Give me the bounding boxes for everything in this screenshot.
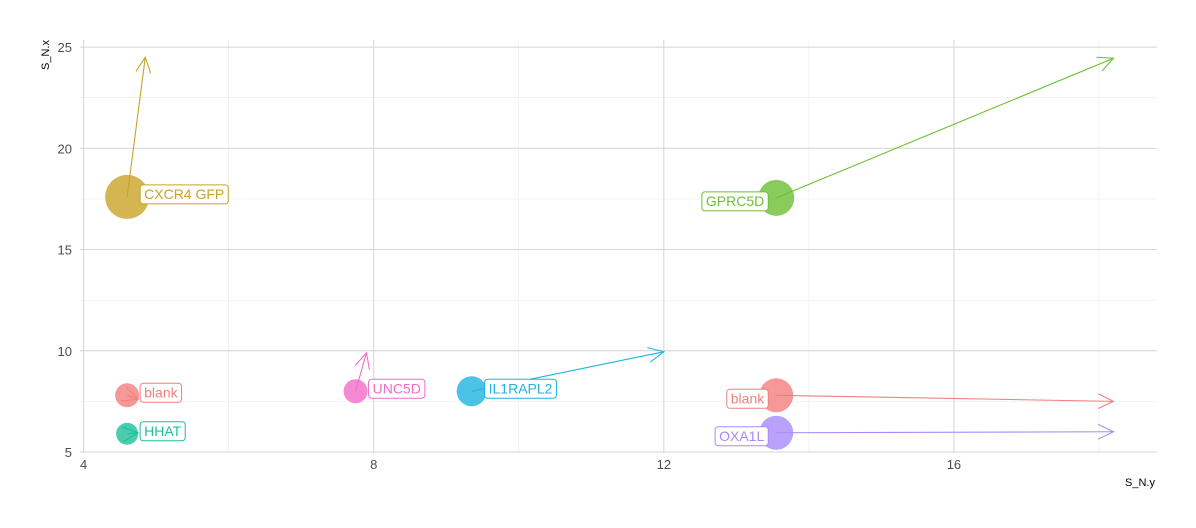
arrow-head	[1096, 56, 1115, 72]
x-axis-title: S_N.y	[1125, 477, 1155, 489]
label-box	[484, 378, 557, 399]
point-label: CXCR4 GFP	[139, 184, 229, 205]
arrow-head	[135, 55, 152, 74]
data-point	[115, 383, 140, 408]
label-text: OXA1L	[719, 428, 764, 444]
labels-layer: CXCR4 GFP GPRC5D UNC5D IL1RAPL2 blank HHAT bla…	[139, 184, 769, 447]
arrow-line	[776, 431, 1114, 434]
arrow-line	[126, 57, 146, 197]
data-point	[343, 379, 368, 404]
arrow-head	[647, 347, 666, 363]
x-tick-label: 12	[657, 457, 671, 472]
point-label: GPRC5D	[701, 191, 769, 212]
tick-labels: 4 8 12 16 5 10 15 20 25	[58, 40, 962, 472]
label-text: CXCR4 GFP	[144, 186, 224, 202]
point-label: blank	[726, 388, 769, 409]
label-box	[726, 388, 769, 409]
arrow-head	[1097, 393, 1115, 409]
x-tick-label: 4	[80, 457, 87, 472]
label-box	[139, 421, 186, 442]
label-text: UNC5D	[373, 380, 421, 396]
label-box	[368, 378, 426, 399]
label-text: blank	[731, 390, 765, 406]
data-point	[105, 174, 150, 219]
x-tick-label: 16	[947, 457, 961, 472]
label-box	[139, 184, 229, 205]
arrow-head	[354, 351, 370, 370]
points-layer	[105, 174, 795, 450]
label-text: blank	[144, 384, 178, 400]
label-box	[701, 191, 769, 212]
y-tick-label: 20	[58, 141, 72, 156]
label-text: GPRC5D	[706, 193, 764, 209]
point-label: blank	[139, 382, 183, 403]
label-box	[714, 426, 769, 447]
point-label: IL1RAPL2	[484, 378, 557, 399]
point-label: UNC5D	[368, 378, 426, 399]
arrow-head	[1097, 423, 1115, 440]
data-point	[456, 376, 487, 407]
y-tick-label: 5	[65, 445, 72, 460]
x-tick-label: 8	[370, 457, 377, 472]
arrow-line	[776, 394, 1114, 402]
y-tick-label: 25	[58, 40, 72, 55]
label-box	[139, 382, 183, 403]
y-tick-label: 15	[58, 243, 72, 258]
point-label: HHAT	[139, 421, 186, 442]
point-label: OXA1L	[714, 426, 769, 447]
grid-lines	[80, 40, 1157, 453]
y-axis-title: S_N.x	[40, 40, 52, 70]
arrow-line	[776, 57, 1114, 199]
data-point	[116, 422, 139, 445]
y-tick-label: 10	[58, 344, 72, 359]
label-text: HHAT	[144, 423, 182, 439]
label-text: IL1RAPL2	[489, 380, 553, 396]
